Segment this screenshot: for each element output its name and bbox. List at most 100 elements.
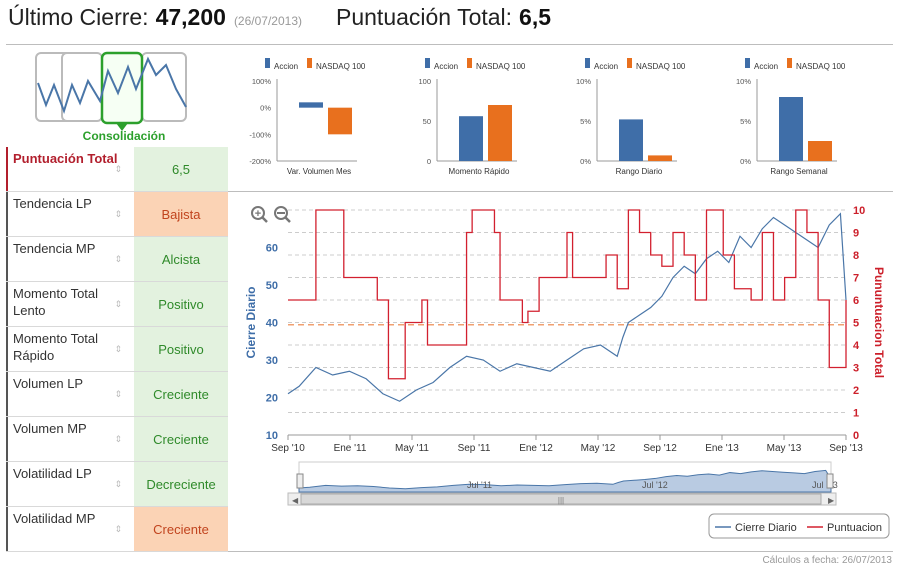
- y-left-tick-label: 50: [266, 280, 278, 292]
- indicator-name-text: Momento Total Lento: [13, 286, 99, 318]
- indicator-name: Tendencia MP ⇕: [6, 237, 134, 281]
- sort-icon[interactable]: ⇕: [114, 254, 122, 264]
- legend-label-puntuacion: Puntuacion: [827, 522, 882, 534]
- y-right-tick-label: 3: [853, 363, 859, 375]
- indicator-name-text: Volatilidad MP: [13, 511, 96, 526]
- scroll-left-arrow-icon[interactable]: ◀: [292, 496, 299, 505]
- bar: [648, 155, 672, 161]
- indicator-row[interactable]: Puntuación Total ⇕ 6,5: [6, 147, 228, 192]
- x-category-label: Rango Diario: [616, 167, 663, 176]
- indicator-name-text: Tendencia MP: [13, 241, 96, 256]
- y-tick-label: 100: [418, 77, 431, 86]
- y-right-tick-label: 4: [853, 340, 860, 352]
- zoom-in-icon[interactable]: +: [251, 206, 268, 223]
- legend-label: Accion: [434, 62, 458, 71]
- indicator-name-text: Volumen LP: [13, 376, 84, 391]
- scrollbar-grip-icon[interactable]: |||: [558, 496, 564, 505]
- y-tick-label: 50: [423, 117, 431, 126]
- y-tick-label: 0%: [740, 157, 751, 166]
- last-close-value: 47,200: [155, 4, 226, 30]
- x-category-label: Var. Volumen Mes: [287, 167, 351, 176]
- y-left-tick-label: 30: [266, 355, 278, 367]
- indicator-value: 6,5: [134, 147, 228, 191]
- indicator-value: Positivo: [134, 282, 228, 326]
- legend-swatch: [265, 58, 270, 68]
- indicator-name-text: Volumen MP: [13, 421, 87, 436]
- zoom-out-handle: [284, 216, 291, 223]
- legend[interactable]: [708, 513, 890, 539]
- mini-bar-chart: Accion NASDAQ 100 100% 0% -100% -200% Var. Vol…: [249, 58, 366, 176]
- legend-swatch: [425, 58, 430, 68]
- indicator-name-text: Puntuación Total: [13, 151, 118, 166]
- x-tick-label: Ene '11: [334, 443, 367, 454]
- legend-label: Accion: [594, 62, 618, 71]
- x-tick-label: May '13: [767, 443, 802, 454]
- mini-bar-chart: Accion NASDAQ 100 10% 5% 0% Rango Diario: [576, 58, 686, 176]
- bottom-divider: [6, 551, 893, 552]
- x-tick-label: Sep '13: [829, 443, 863, 454]
- sort-icon[interactable]: ⇕: [114, 524, 122, 534]
- sort-icon[interactable]: ⇕: [114, 209, 122, 219]
- y-right-tick-label: 10: [853, 205, 865, 217]
- legend-swatch: [585, 58, 590, 68]
- y-tick-label: 0%: [580, 157, 591, 166]
- indicator-row[interactable]: Momento Total Lento ⇕ Positivo: [6, 282, 228, 327]
- zoom-out-icon[interactable]: [274, 206, 291, 223]
- sort-icon[interactable]: ⇕: [114, 299, 122, 309]
- scrollbar-thumb[interactable]: [300, 493, 822, 505]
- y-tick-label: 5%: [740, 117, 751, 126]
- legend-label: Accion: [274, 62, 298, 71]
- sort-icon[interactable]: ⇕: [114, 164, 122, 174]
- indicator-row[interactable]: Volatilidad LP ⇕ Decreciente: [6, 462, 228, 507]
- last-close-label: Último Cierre:: [8, 4, 149, 30]
- bar: [779, 97, 803, 161]
- indicator-row[interactable]: Volumen MP ⇕ Creciente: [6, 417, 228, 462]
- x-tick-label: Sep '12: [643, 443, 677, 454]
- indicator-value: Creciente: [134, 372, 228, 416]
- total-score-label: Puntuación Total:: [336, 4, 513, 30]
- y-left-tick-label: 40: [266, 318, 278, 330]
- bar: [619, 119, 643, 161]
- indicator-row[interactable]: Tendencia MP ⇕ Alcista: [6, 237, 228, 282]
- navigator-label: Jul '11: [467, 480, 492, 490]
- y-right-tick-label: 9: [853, 228, 859, 240]
- indicator-list: Puntuación Total ⇕ 6,5 Tendencia LP ⇕ Bajista…: [6, 147, 228, 552]
- indicator-row[interactable]: Volumen LP ⇕ Creciente: [6, 372, 228, 417]
- indicator-value: Positivo: [134, 327, 228, 371]
- x-tick-label: Ene '12: [519, 443, 553, 454]
- x-tick-label: Sep '10: [271, 443, 305, 454]
- y-tick-label: 10%: [736, 77, 751, 86]
- y-left-tick-label: 20: [266, 393, 278, 405]
- y-tick-label: 5%: [580, 117, 591, 126]
- indicator-name: Volumen MP ⇕: [6, 417, 134, 461]
- indicator-row[interactable]: Volatilidad MP ⇕ Creciente: [6, 507, 228, 552]
- indicator-row[interactable]: Tendencia LP ⇕ Bajista: [6, 192, 228, 237]
- y-tick-label: -200%: [249, 157, 271, 166]
- sort-icon[interactable]: ⇕: [114, 344, 122, 354]
- sort-icon[interactable]: ⇕: [114, 479, 122, 489]
- indicator-name-text: Volatilidad LP: [13, 466, 92, 481]
- navigator-series: [298, 469, 832, 493]
- mini-bar-chart: Accion NASDAQ 100 10% 5% 0% Rango Semanal: [736, 58, 846, 176]
- y-right-tick-label: 2: [853, 385, 859, 397]
- zoom-in-plus: +: [255, 208, 261, 220]
- indicator-name: Volatilidad LP ⇕: [6, 462, 134, 506]
- sort-icon[interactable]: ⇕: [114, 389, 122, 399]
- indicator-panel: Consolidación Puntuación Total ⇕ 6,5 Tenden…: [6, 45, 228, 552]
- navigator-handle-right[interactable]: [826, 473, 834, 489]
- y-left-tick-label: 60: [266, 243, 278, 255]
- pattern-label: Consolidación: [82, 129, 166, 143]
- x-tick-label: Sep '11: [458, 443, 491, 454]
- y-tick-label: 100%: [252, 77, 272, 86]
- indicator-row[interactable]: Momento Total Rápido ⇕ Positivo: [6, 327, 228, 372]
- price-score-chart: 10 20 30 40 50 60 0 1 2 3 4 5 6 7 8 9 10 Cierre Diario Pun…: [244, 205, 890, 539]
- scroll-right-arrow-icon[interactable]: ▶: [828, 496, 835, 505]
- sort-icon[interactable]: ⇕: [114, 434, 122, 444]
- indicator-value: Decreciente: [134, 462, 228, 506]
- x-category-label: Momento Rápido: [449, 167, 510, 176]
- legend-swatch: [745, 58, 750, 68]
- zoom-out-lens: [274, 206, 288, 220]
- navigator-handle-left[interactable]: [296, 473, 304, 489]
- bar: [459, 116, 483, 161]
- bar: [488, 105, 512, 161]
